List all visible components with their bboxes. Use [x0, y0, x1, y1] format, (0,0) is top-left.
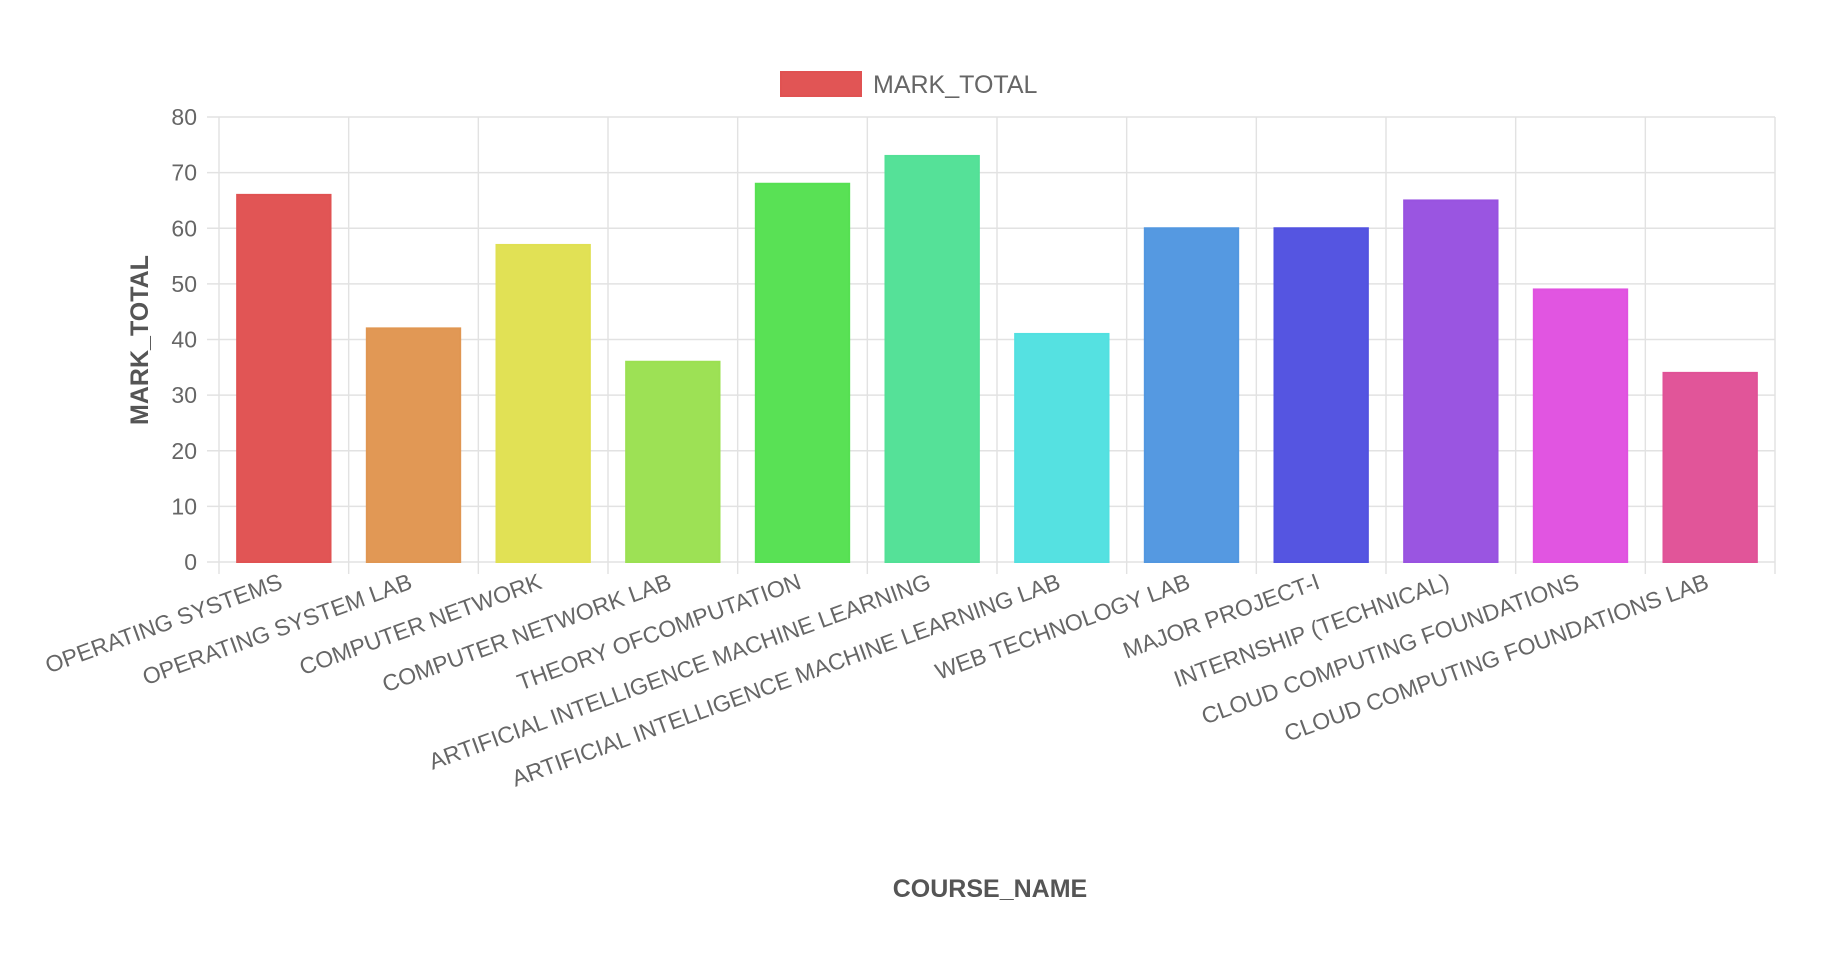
bar[interactable]	[236, 193, 332, 563]
x-axis-title: COURSE_NAME	[893, 875, 1087, 903]
bar[interactable]	[625, 360, 721, 563]
bar[interactable]	[884, 154, 980, 563]
bars	[236, 154, 1758, 563]
legend-swatch[interactable]	[780, 71, 862, 97]
bar[interactable]	[1532, 288, 1629, 563]
y-tick-label: 10	[171, 493, 197, 519]
bar[interactable]	[1143, 227, 1240, 563]
bar[interactable]	[495, 243, 591, 563]
legend-label[interactable]: MARK_TOTAL	[873, 71, 1037, 99]
y-axis-ticks: 0 10 20 30 40 50 60 70 80	[171, 104, 197, 575]
y-tick-label: 80	[171, 104, 197, 130]
legend[interactable]: MARK_TOTAL	[780, 71, 1037, 99]
y-tick-label: 20	[171, 438, 197, 464]
y-tick-label: 40	[171, 327, 197, 353]
y-tick-label: 50	[171, 271, 197, 297]
y-tick-label: 30	[171, 382, 197, 408]
bar[interactable]	[365, 327, 462, 563]
y-tick-label: 70	[171, 160, 197, 186]
y-tick-label: 60	[171, 215, 197, 241]
y-axis-title: MARK_TOTAL	[126, 255, 154, 425]
bar[interactable]	[754, 182, 851, 563]
grid	[207, 116, 1776, 574]
bar[interactable]	[1662, 371, 1758, 563]
y-tick-label: 0	[184, 549, 197, 575]
bar[interactable]	[1014, 332, 1110, 563]
bar[interactable]	[1403, 199, 1499, 563]
bar[interactable]	[1273, 227, 1369, 563]
